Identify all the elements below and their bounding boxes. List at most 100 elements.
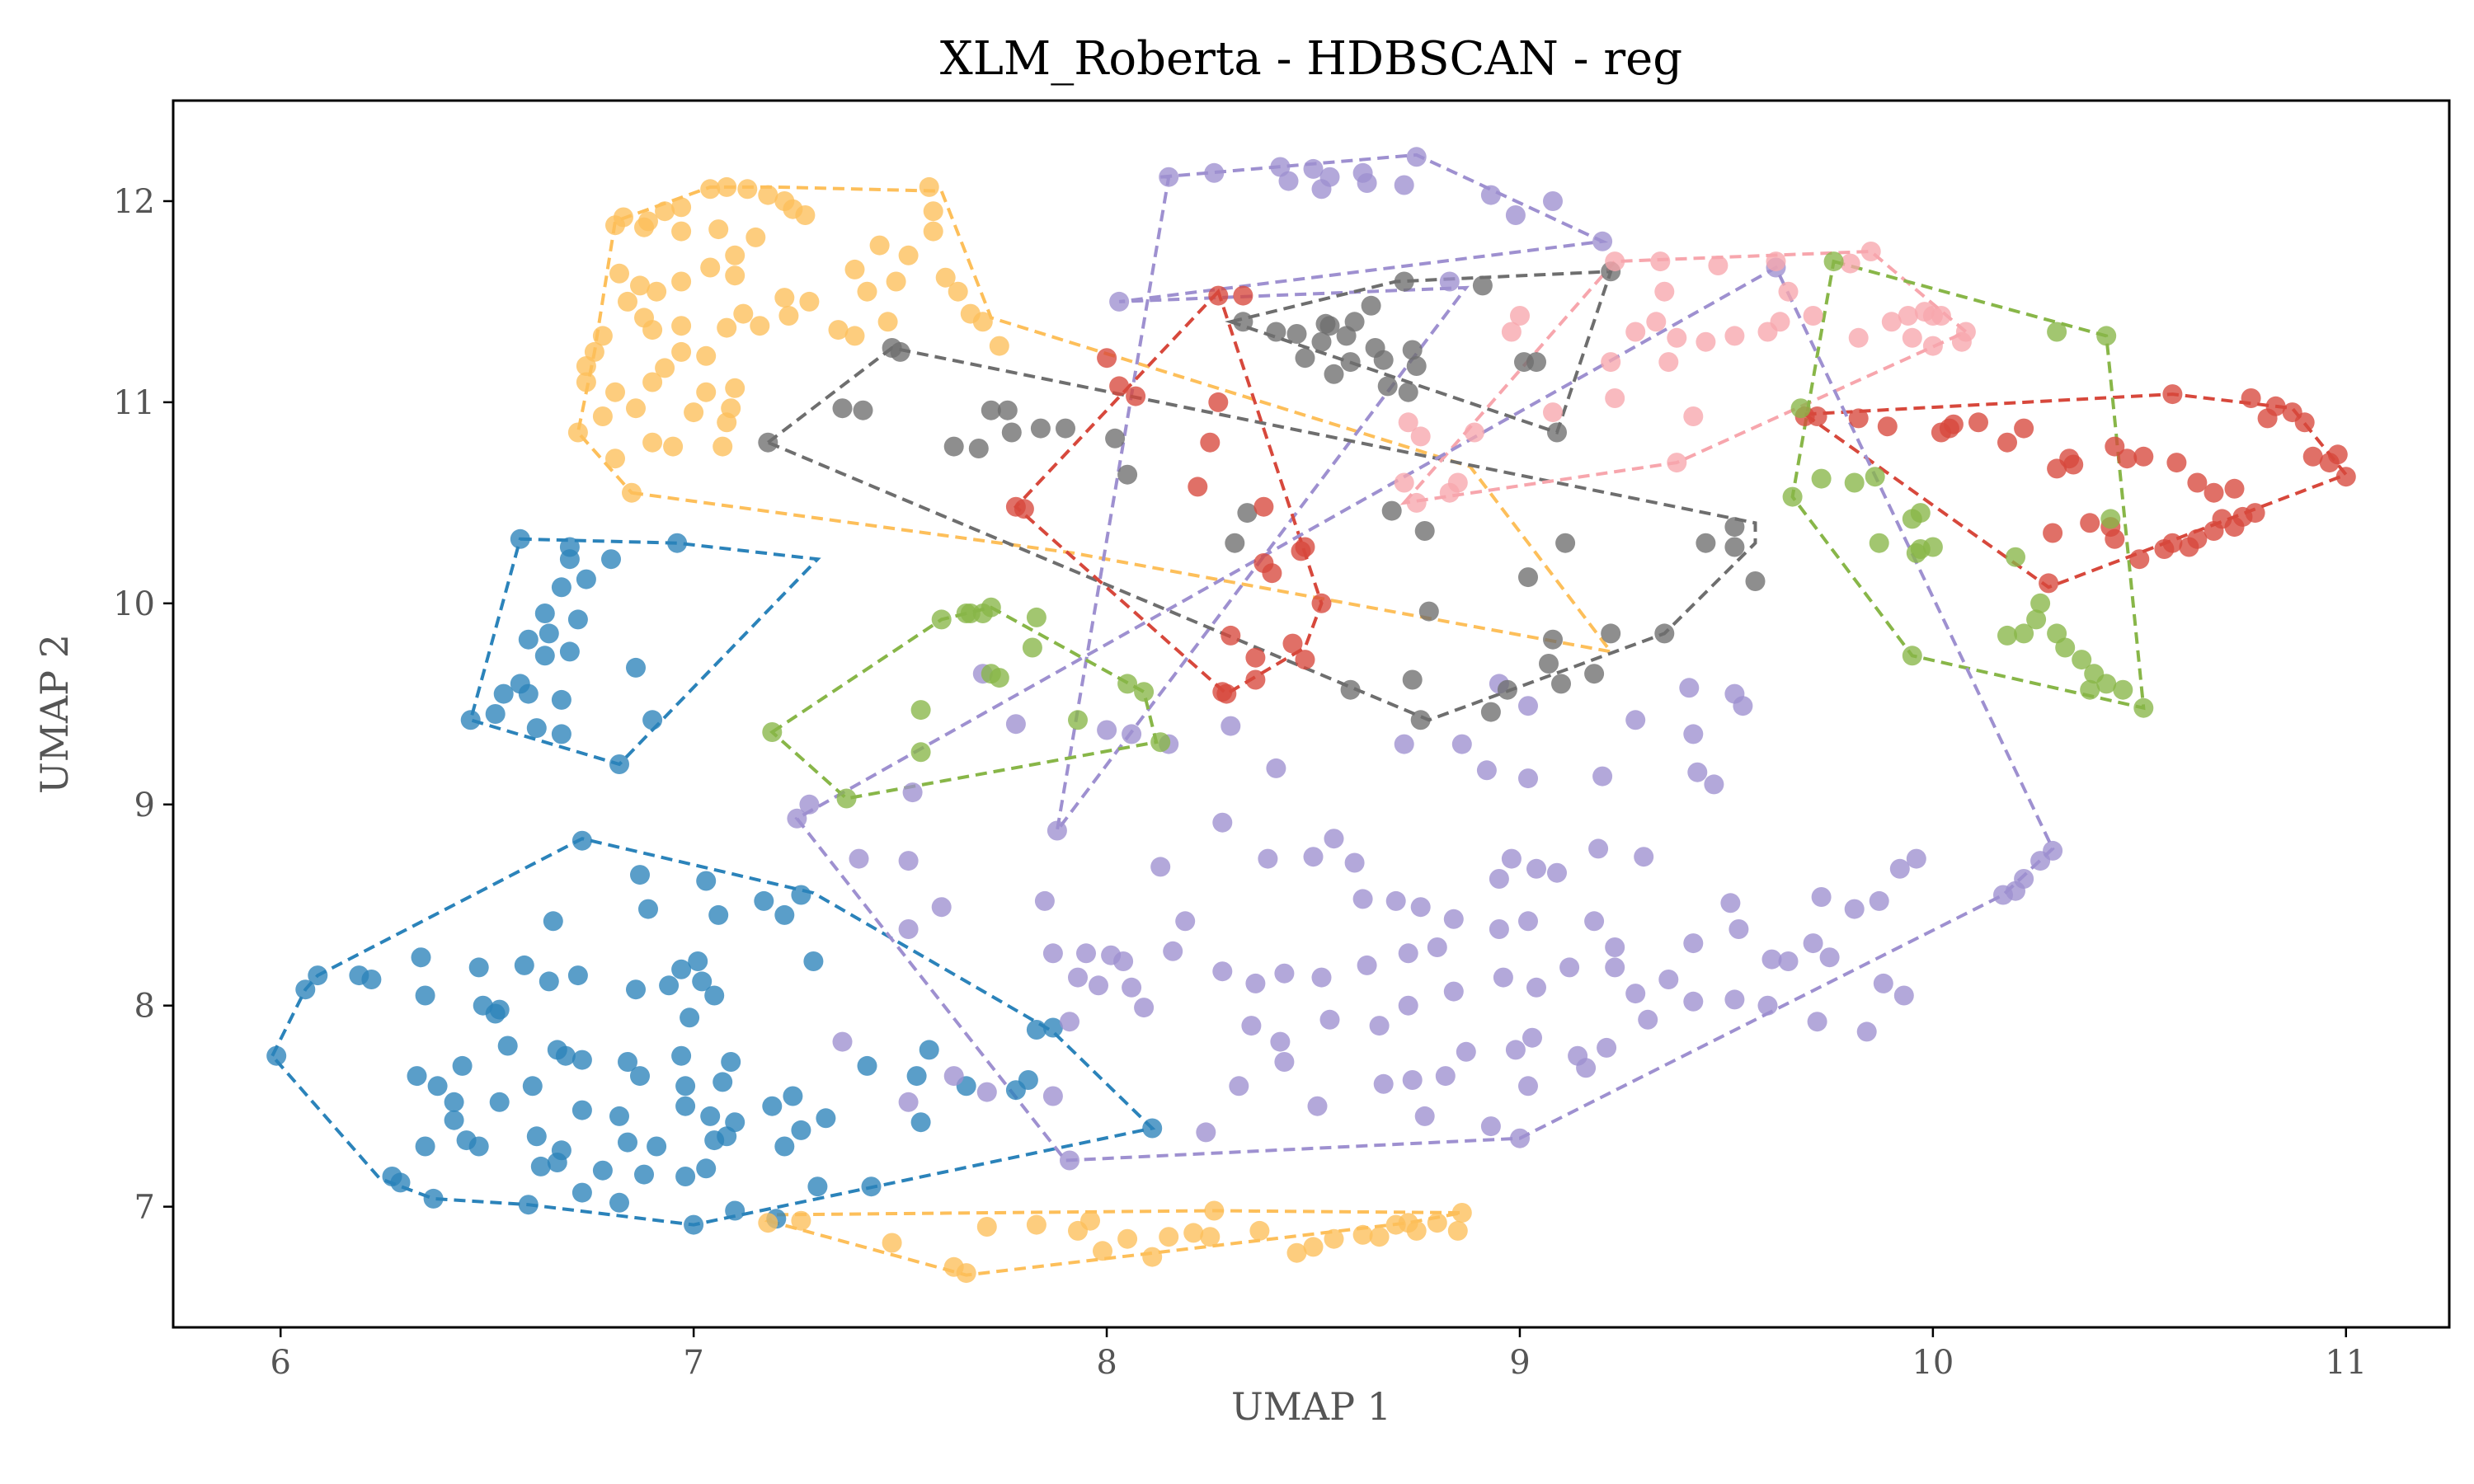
data-point — [485, 1003, 506, 1024]
data-point — [1398, 412, 1418, 433]
data-point — [444, 1110, 464, 1130]
data-point — [1451, 1203, 1472, 1223]
data-point — [948, 281, 968, 302]
data-point — [1510, 1128, 1530, 1148]
data-point — [1766, 251, 1786, 272]
data-point — [1696, 533, 1716, 553]
data-point — [671, 316, 692, 336]
y-tick-label: 11 — [113, 384, 155, 422]
data-point — [721, 1052, 741, 1072]
data-point — [444, 1092, 464, 1112]
data-point — [1745, 571, 1766, 591]
data-point — [803, 951, 824, 971]
data-point — [1447, 1220, 1468, 1241]
data-point — [688, 951, 708, 971]
data-point — [567, 609, 588, 630]
data-point — [902, 782, 923, 803]
data-point — [1026, 1214, 1047, 1235]
y-tick-label: 10 — [113, 585, 155, 623]
data-point — [1497, 679, 1517, 700]
data-point — [1443, 981, 1464, 1002]
data-point — [1625, 322, 1646, 342]
data-point — [1480, 1116, 1501, 1137]
y-tick-label: 8 — [134, 988, 155, 1026]
data-point — [1592, 766, 1613, 787]
data-point — [1030, 418, 1051, 439]
data-point — [1303, 158, 1324, 179]
x-tick-label: 11 — [2325, 1344, 2367, 1382]
data-point — [1042, 1086, 1063, 1106]
data-point — [1638, 1009, 1658, 1030]
data-point — [1286, 1242, 1307, 1263]
data-point — [1518, 1076, 1538, 1097]
data-point — [1526, 858, 1546, 879]
data-point — [1922, 306, 1943, 326]
data-point — [2294, 412, 2315, 433]
data-point — [567, 965, 588, 986]
data-point — [1175, 911, 1196, 932]
data-point — [1724, 517, 1745, 538]
data-point — [667, 533, 688, 553]
data-point — [1427, 1213, 1447, 1233]
data-point — [485, 704, 506, 724]
data-point — [559, 549, 580, 570]
data-point — [671, 221, 692, 242]
data-point — [1708, 256, 1729, 275]
data-point — [1060, 1150, 1079, 1171]
data-point — [1047, 820, 1067, 841]
data-point — [663, 436, 684, 457]
data-point — [1601, 352, 1621, 373]
data-point — [745, 227, 766, 247]
data-point — [1522, 1027, 1542, 1048]
data-point — [671, 197, 692, 218]
data-point — [1451, 734, 1472, 754]
data-point — [1439, 271, 1460, 292]
data-point — [2335, 467, 2356, 487]
x-tick-label: 7 — [683, 1344, 703, 1382]
data-point — [1225, 533, 1245, 553]
data-point — [1439, 482, 1460, 503]
data-point — [1352, 1224, 1373, 1245]
data-point — [605, 448, 625, 469]
data-point — [1898, 306, 1918, 326]
data-point — [1547, 422, 1567, 443]
data-point — [989, 668, 1009, 688]
data-point — [1303, 1237, 1324, 1257]
data-point — [1729, 919, 1749, 939]
data-point — [836, 788, 857, 809]
data-point — [1233, 285, 1253, 306]
data-point — [626, 657, 646, 678]
data-point — [1398, 382, 1418, 402]
data-point — [1208, 285, 1229, 306]
data-point — [647, 1136, 667, 1157]
data-point — [1233, 312, 1253, 332]
data-point — [754, 890, 774, 911]
data-point — [497, 1036, 518, 1056]
data-point — [1216, 683, 1237, 704]
data-point — [1056, 418, 1075, 439]
data-point — [1022, 637, 1042, 658]
data-point — [1068, 710, 1088, 730]
x-axis-ticks: 6 7 8 9 10 11 — [270, 1327, 2367, 1382]
data-point — [2006, 547, 2025, 567]
x-tick-label: 8 — [1096, 1344, 1117, 1382]
data-point — [1518, 911, 1538, 932]
data-point — [571, 1050, 592, 1070]
data-point — [423, 1188, 444, 1209]
data-point — [857, 281, 877, 302]
data-point — [1873, 973, 1893, 993]
data-point — [708, 904, 729, 925]
data-point — [1076, 943, 1096, 964]
data-point — [1476, 760, 1497, 781]
data-point — [2241, 388, 2261, 408]
data-point — [1464, 422, 1484, 443]
data-point — [684, 402, 704, 423]
data-point — [1576, 1058, 1597, 1078]
data-point — [1543, 629, 1563, 650]
data-point — [1724, 989, 1745, 1010]
data-point — [671, 341, 692, 362]
data-point — [1410, 897, 1431, 918]
data-point — [774, 904, 795, 925]
data-point — [1906, 542, 1926, 563]
data-point — [592, 406, 613, 426]
